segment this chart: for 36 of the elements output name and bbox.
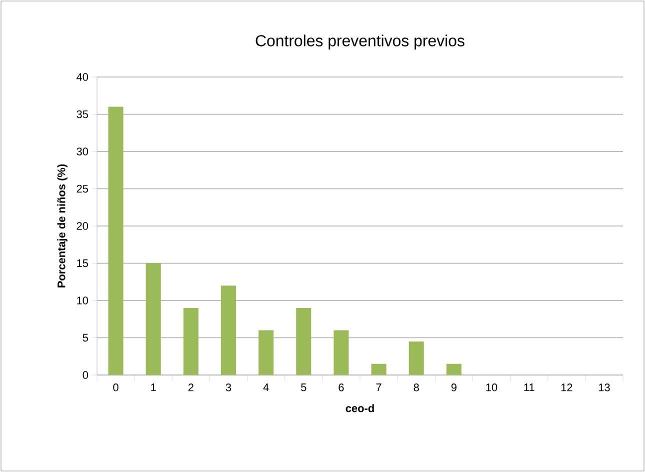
bar: [108, 106, 124, 375]
y-tick-label: 40: [76, 73, 88, 81]
bar: [334, 330, 349, 375]
bar: [408, 341, 424, 375]
y-tick-label: 25: [76, 184, 88, 193]
y-tick-label: 20: [76, 222, 88, 230]
y-tick-label: 10: [77, 296, 88, 304]
x-tick-label: 11: [524, 384, 534, 392]
x-tick-label: 9: [451, 384, 456, 392]
x-tick-label: 1: [151, 384, 156, 392]
x-tick-label: 12: [561, 384, 572, 392]
bar: [146, 263, 161, 375]
x-tick-label: 8: [414, 384, 419, 392]
y-tick-label: 5: [82, 334, 88, 342]
y-tick-label: 30: [76, 148, 88, 156]
x-tick-label: 13: [598, 384, 610, 392]
x-tick-label: 0: [113, 384, 118, 392]
x-tick-label: 6: [338, 384, 344, 392]
bar: [446, 364, 462, 375]
x-tick-label: 10: [486, 384, 498, 392]
x-axis-title: ceo-d: [346, 404, 374, 412]
y-axis-title: Porcentaje de niños (%): [57, 164, 68, 288]
bar: [296, 308, 312, 375]
bar: [258, 330, 274, 375]
chart-title: Controles preventivos previos: [256, 34, 464, 50]
x-tick-label: 4: [263, 384, 269, 392]
y-tick-label: 35: [76, 110, 88, 118]
x-tick-label: 7: [376, 384, 382, 392]
x-tick-label: 2: [188, 384, 194, 392]
y-tick-label: 15: [77, 259, 88, 268]
bar: [183, 308, 198, 375]
y-tick-label: 0: [82, 371, 88, 379]
bar: [220, 286, 236, 375]
bar: [371, 364, 386, 375]
x-tick-label: 3: [226, 384, 232, 392]
x-tick-label: 5: [301, 384, 306, 392]
